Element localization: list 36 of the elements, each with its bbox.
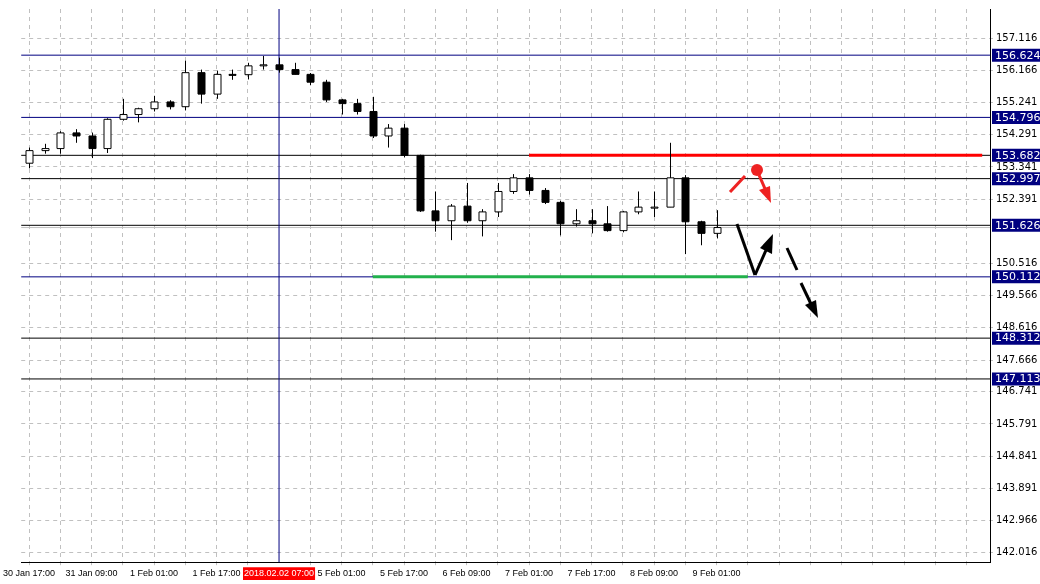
x-tick-label: 5 Feb 01:00: [317, 568, 366, 579]
x-tick-label: 1 Feb 17:00: [192, 568, 241, 579]
x-tick-label: 31 Jan 09:00: [65, 568, 118, 579]
x-tick-label: 30 Jan 17:00: [3, 568, 56, 579]
ref-line-label: 152.997: [995, 172, 1040, 185]
y-tick-label: 153.341: [996, 160, 1038, 172]
y-tick-label: 155.241: [996, 95, 1038, 107]
x-tick-label: 6 Feb 09:00: [442, 568, 491, 579]
y-tick-label: 148.616: [996, 321, 1038, 333]
x-tick-label: 9 Feb 01:00: [692, 568, 741, 579]
ref-line-label: 147.113: [995, 372, 1040, 386]
y-tick-label: 142.966: [996, 513, 1038, 525]
x-tick-label: 8 Feb 09:00: [630, 568, 679, 579]
y-tick-label: 152.391: [996, 192, 1038, 204]
x-tick-label: 5 Feb 17:00: [380, 568, 429, 579]
ref-line-label: 154.796: [995, 110, 1040, 124]
y-tick-label: 142.016: [996, 546, 1038, 558]
ref-line-label: 150.112: [995, 270, 1040, 284]
ref-line-label: 151.626: [995, 218, 1040, 232]
y-tick-label: 149.566: [996, 289, 1038, 301]
x-tick-label: 7 Feb 17:00: [567, 568, 616, 579]
y-tick-label: 144.841: [996, 449, 1038, 461]
x-tick-label: 1 Feb 01:00: [130, 568, 179, 579]
y-tick-label: 143.891: [996, 482, 1038, 494]
y-tick-label: 147.666: [996, 353, 1038, 365]
ref-line-label: 156.624: [995, 48, 1040, 62]
ref-line-label: 153.682: [995, 148, 1040, 162]
y-tick-label: 146.741: [996, 385, 1038, 397]
y-tick-label: 157.116: [996, 32, 1038, 44]
y-tick-label: 156.166: [996, 64, 1038, 76]
x-tick-label: 7 Feb 01:00: [505, 568, 554, 579]
ref-line-label: 148.312: [995, 331, 1040, 345]
y-tick-label: 145.791: [996, 417, 1038, 429]
y-tick-label: 154.291: [996, 128, 1038, 140]
x-tick-label: 2018.02.02 07:00: [243, 568, 315, 579]
y-tick-label: 150.516: [996, 256, 1038, 268]
